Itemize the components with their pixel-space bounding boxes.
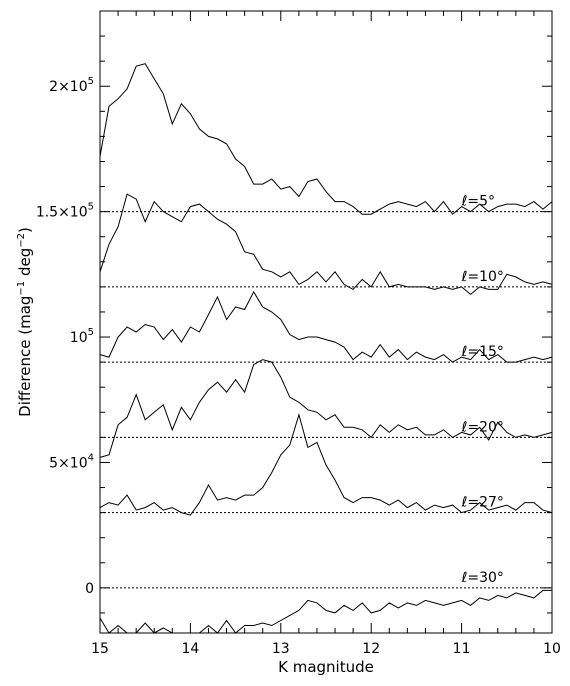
baselines bbox=[100, 211, 552, 589]
y-tick-exponent: 5 bbox=[88, 327, 94, 338]
series-label-symbol: ℓ bbox=[461, 194, 468, 210]
series-line-2 bbox=[99, 290, 553, 363]
y-tick-mantissa: 1.5×10 bbox=[36, 205, 88, 221]
x-tick-label: 12 bbox=[362, 641, 380, 657]
series-line-0 bbox=[99, 63, 553, 215]
series-label-symbol: ℓ bbox=[461, 419, 468, 435]
y-tick-exponent: 5 bbox=[88, 76, 94, 87]
y-tick-label: 0 bbox=[85, 581, 94, 597]
y-tick-mantissa: 0 bbox=[85, 581, 94, 597]
x-tick-labels: 15 14 13 12 11 10 bbox=[91, 641, 561, 657]
series-label-symbol: ℓ bbox=[461, 570, 468, 586]
series-label-value: =27° bbox=[467, 495, 504, 511]
series-label-symbol: ℓ bbox=[461, 269, 468, 285]
series-label-value: =15° bbox=[467, 344, 504, 360]
x-tick-label: 15 bbox=[91, 641, 109, 657]
ticks bbox=[99, 11, 553, 633]
series-labels: ℓ=5°ℓ=10°ℓ=15°ℓ=20°ℓ=27°ℓ=30° bbox=[461, 194, 504, 586]
x-tick-label: 14 bbox=[181, 641, 199, 657]
series-label-value: =20° bbox=[467, 419, 504, 435]
y-tick-mantissa: 10 bbox=[70, 330, 88, 346]
x-tick-label: 11 bbox=[453, 641, 471, 657]
series-line-1 bbox=[99, 193, 553, 296]
y-tick-label: 5×104 bbox=[49, 452, 94, 471]
y-axis-label: Difference (mag−1 deg−2) bbox=[16, 227, 34, 417]
x-axis-label: K magnitude bbox=[278, 658, 374, 676]
series-line-3 bbox=[99, 359, 553, 458]
x-tick-label: 10 bbox=[543, 641, 561, 657]
series-label-value: =10° bbox=[467, 269, 504, 285]
series-line-4 bbox=[99, 413, 553, 516]
y-tick-label: 105 bbox=[70, 327, 94, 346]
series-label-4: ℓ=27° bbox=[461, 495, 504, 511]
series-label-0: ℓ=5° bbox=[461, 194, 495, 210]
series-label-symbol: ℓ bbox=[461, 495, 468, 511]
x-tick-label: 13 bbox=[272, 641, 290, 657]
series-label-5: ℓ=30° bbox=[461, 570, 504, 586]
series-label-symbol: ℓ bbox=[461, 344, 468, 360]
series-label-value: =5° bbox=[467, 194, 495, 210]
y-tick-label: 2×105 bbox=[49, 76, 94, 95]
series-lines bbox=[99, 63, 553, 634]
y-tick-mantissa: 2×10 bbox=[49, 79, 87, 95]
plot-frame bbox=[99, 10, 553, 634]
series-line-5 bbox=[99, 589, 552, 634]
series-label-value: =30° bbox=[467, 570, 504, 586]
y-tick-label: 1.5×105 bbox=[36, 202, 94, 221]
y-tick-exponent: 4 bbox=[88, 452, 94, 463]
series-label-2: ℓ=15° bbox=[461, 344, 504, 360]
series-label-1: ℓ=10° bbox=[461, 269, 504, 285]
y-tick-exponent: 5 bbox=[88, 202, 94, 213]
y-tick-mantissa: 5×10 bbox=[49, 455, 87, 471]
series-label-3: ℓ=20° bbox=[461, 419, 504, 435]
